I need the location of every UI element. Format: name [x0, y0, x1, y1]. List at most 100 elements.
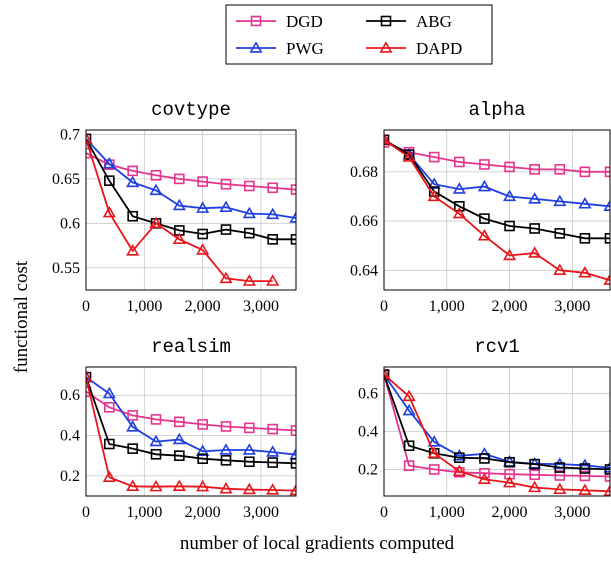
data-point-abg	[479, 453, 490, 464]
data-point-dapd	[242, 274, 256, 286]
y-tick-label: 0.7	[60, 126, 80, 143]
data-point-abg	[150, 448, 162, 460]
data-point-dapd	[126, 244, 140, 256]
data-point-pwg	[149, 434, 163, 447]
data-point-abg	[267, 234, 278, 245]
plot-area	[86, 370, 296, 496]
data-point-dgd	[150, 414, 162, 425]
subplot-rcv1: rcv1 0 1,000 2,000 3,000 0.2 0.4 0.6	[358, 336, 611, 521]
y-tick-label: 0.2	[60, 468, 80, 485]
plot-area	[384, 133, 610, 285]
data-point-abg	[604, 233, 610, 244]
y-tick-label: 0.64	[350, 262, 378, 279]
data-point-pwg	[452, 182, 466, 194]
data-point-dapd	[502, 248, 517, 261]
x-tick-label: 2,000	[185, 504, 221, 521]
data-point-abg	[454, 452, 465, 463]
data-point-dapd	[452, 206, 466, 219]
series-line-dapd	[86, 138, 273, 283]
series-line-abg	[384, 139, 610, 240]
data-point-abg	[220, 224, 232, 235]
data-point-abg	[454, 201, 465, 212]
data-point-pwg	[242, 206, 256, 219]
data-point-dapd	[402, 150, 416, 162]
x-tick-label: 2,000	[185, 298, 221, 315]
data-point-dgd	[579, 166, 591, 178]
data-point-dapd	[578, 265, 592, 278]
subplot-title: alpha	[468, 99, 525, 121]
legend-box	[225, 4, 493, 65]
x-tick-label: 3,000	[554, 504, 590, 521]
legend-marker-abg	[380, 15, 392, 27]
data-point-dapd	[603, 484, 610, 496]
data-point-dgd	[554, 470, 566, 481]
series-line-dgd	[86, 152, 296, 191]
data-point-pwg	[427, 435, 441, 447]
y-axis-label: functional cost	[11, 260, 32, 373]
y-tick-label: 0.2	[358, 461, 378, 478]
x-tick-label: 0	[82, 298, 90, 315]
data-point-dgd	[197, 176, 208, 187]
data-point-dgd	[290, 184, 296, 195]
data-point-abg	[384, 134, 390, 146]
series-line-pwg	[384, 139, 610, 208]
data-point-dgd	[174, 173, 185, 185]
x-tick-label: 0	[380, 298, 388, 315]
data-point-abg	[579, 463, 591, 474]
data-point-dapd	[149, 479, 163, 492]
plot-area	[384, 367, 610, 496]
data-point-pwg	[219, 200, 233, 213]
data-point-pwg	[289, 447, 296, 460]
x-tick-label: 1,000	[429, 298, 465, 315]
data-point-abg	[104, 438, 115, 450]
data-point-dapd	[384, 133, 391, 145]
series-line-pwg	[86, 138, 296, 219]
subplot-alpha: alpha 0 1,000 2,000 3,000 0.64 0.66 0.68	[350, 99, 611, 315]
data-point-dapd	[452, 464, 466, 477]
legend-entry-dgd: DGD	[236, 12, 323, 31]
data-point-dapd	[578, 483, 592, 496]
x-tick-label: 3,000	[243, 504, 279, 521]
data-point-pwg	[126, 175, 140, 188]
data-point-pwg	[502, 189, 517, 202]
data-point-dgd	[244, 422, 255, 434]
data-point-dapd	[196, 243, 210, 255]
series-line-abg	[86, 376, 296, 465]
data-point-dgd	[220, 178, 232, 190]
legend-entry-abg: ABG	[366, 12, 452, 31]
x-tick-label: 2,000	[492, 298, 528, 315]
series-line-pwg	[86, 376, 296, 456]
axes-frame	[85, 129, 297, 291]
data-point-dapd	[219, 481, 233, 494]
data-point-pwg	[172, 432, 186, 445]
y-tick-label: 0.66	[350, 213, 378, 230]
data-point-dapd	[528, 480, 542, 493]
y-tick-label: 0.68	[350, 164, 378, 181]
data-point-dapd	[126, 479, 140, 492]
legend-marker-dapd	[379, 41, 393, 53]
x-tick-label: 1,000	[126, 504, 162, 521]
data-point-pwg	[603, 461, 610, 473]
data-point-dgd	[479, 159, 490, 170]
data-point-dgd	[220, 421, 232, 432]
data-point-pwg	[149, 183, 163, 196]
data-point-abg	[197, 228, 208, 240]
data-point-dgd	[604, 166, 610, 178]
data-point-dapd	[149, 216, 163, 229]
data-point-dapd	[219, 271, 233, 284]
data-point-pwg	[219, 443, 233, 455]
data-point-dapd	[427, 446, 441, 459]
data-point-dapd	[384, 367, 391, 380]
data-point-dgd	[529, 469, 540, 481]
data-point-dapd	[102, 205, 116, 218]
x-axis-label: number of local gradients computed	[180, 533, 455, 554]
data-point-dgd	[150, 170, 162, 181]
data-point-pwg	[427, 177, 441, 189]
data-point-pwg	[102, 156, 116, 169]
y-tick-label: 0.65	[52, 171, 80, 188]
data-point-dapd	[553, 263, 567, 276]
x-tick-label: 1,000	[126, 298, 162, 315]
data-point-dgd	[244, 180, 255, 192]
y-tick-label: 0.6	[60, 387, 80, 404]
